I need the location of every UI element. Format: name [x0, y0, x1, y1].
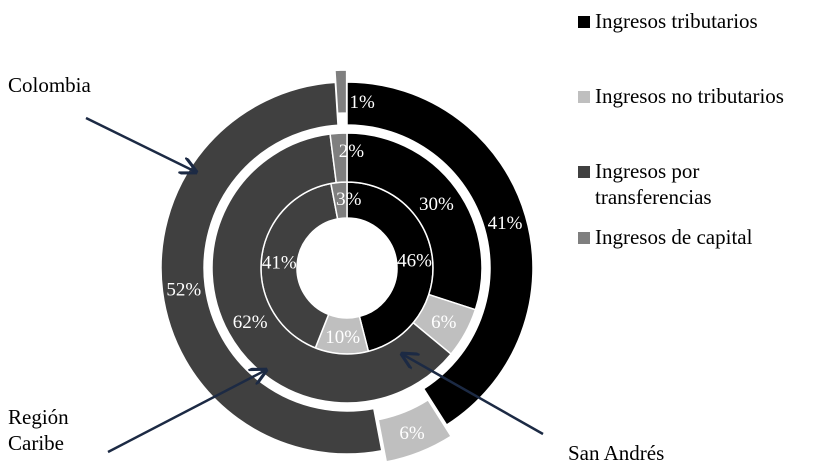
ring-colombia-slice-tributarios [346, 81, 534, 427]
ring-colombia-slice-transferencias [160, 81, 383, 455]
legend-label: Ingresos por transferencias [595, 159, 712, 209]
legend-label: Ingresos de capital [595, 225, 753, 249]
legend-item-capital: Ingresos de capital [578, 224, 838, 250]
data-label-san-andres-tributarios: 46% [397, 251, 432, 272]
data-label-san-andres-no-tributarios: 10% [325, 327, 360, 348]
callout-san-andres: San Andrés [568, 441, 665, 465]
legend-swatch [578, 232, 590, 244]
ring-region-caribe-slice-capital [329, 132, 348, 184]
ring-segments [160, 69, 534, 463]
data-label-colombia-transferencias: 52% [166, 280, 201, 301]
data-label-colombia-tributarios: 41% [488, 213, 523, 234]
data-label-region-caribe-no-tributarios: 6% [431, 312, 457, 333]
legend-swatch [578, 91, 590, 103]
legend-item-no-tributarios: Ingresos no tributarios [578, 83, 838, 118]
legend-item-tributarios: Ingresos tributarios [578, 8, 838, 43]
data-label-san-andres-capital: 3% [336, 189, 362, 210]
legend-swatch [578, 16, 590, 28]
san-andres-arrow [402, 354, 544, 436]
ring-colombia-slice-no-tributarios [377, 398, 453, 463]
colombia-arrow [85, 116, 196, 172]
callout-arrows [85, 116, 544, 454]
data-label-colombia-capital: 1% [350, 92, 376, 113]
callout-region-caribe: Región Caribe [8, 405, 69, 455]
data-labels: 46% 10% 41% 3% 30% 6% 62% 2% 41% 6% 52% 1% [166, 92, 522, 444]
ring-region-caribe-slice-tributarios [346, 132, 483, 311]
legend-label: Ingresos no tributarios [595, 84, 784, 108]
data-label-region-caribe-capital: 2% [339, 141, 365, 162]
data-label-region-caribe-transferencias: 62% [233, 312, 268, 333]
ring-colombia-slice-capital [334, 69, 348, 115]
data-label-region-caribe-tributarios: 30% [419, 194, 454, 215]
callout-colombia: Colombia [8, 73, 91, 97]
legend-item-transferencias: Ingresos por transferencias [578, 158, 838, 210]
legend-label: Ingresos tributarios [595, 9, 758, 33]
ring-region-caribe-slice-transferencias [211, 133, 453, 404]
data-label-san-andres-transferencias: 41% [262, 253, 297, 274]
data-label-colombia-no-tributarios: 6% [399, 423, 425, 444]
legend-swatch [578, 166, 590, 178]
chart-legend: Ingresos tributarios Ingresos no tributa… [578, 8, 838, 250]
region-caribe-arrow [107, 370, 266, 454]
